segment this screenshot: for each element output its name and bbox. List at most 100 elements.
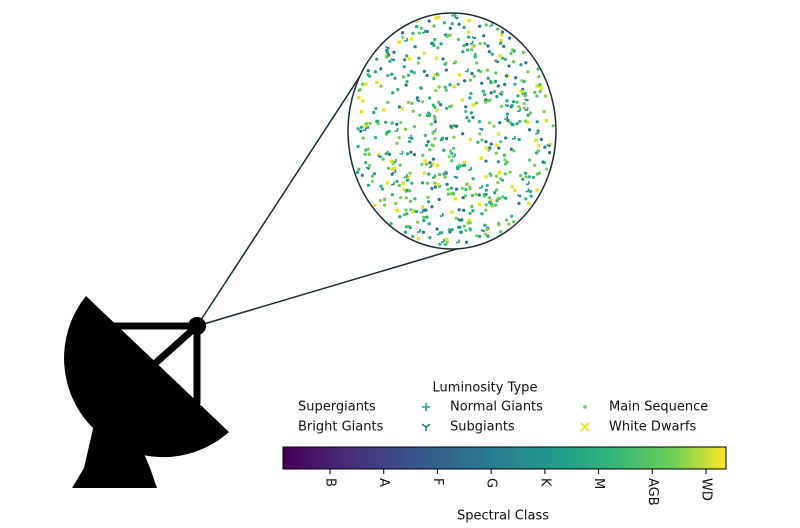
marker xyxy=(372,172,377,176)
marker xyxy=(449,210,455,215)
marker xyxy=(526,70,530,74)
marker xyxy=(510,103,514,108)
marker xyxy=(495,94,499,99)
marker xyxy=(519,63,523,67)
marker xyxy=(418,113,422,117)
marker xyxy=(507,222,511,226)
marker xyxy=(432,128,437,133)
marker xyxy=(458,163,462,167)
marker xyxy=(461,132,465,136)
marker xyxy=(388,59,392,63)
marker xyxy=(470,48,474,52)
marker xyxy=(533,163,537,167)
legend-label: Main Sequence xyxy=(609,400,708,415)
marker xyxy=(392,166,397,171)
marker xyxy=(387,152,392,156)
marker xyxy=(357,167,361,171)
marker xyxy=(397,105,401,109)
marker xyxy=(492,89,497,94)
marker xyxy=(456,37,460,42)
marker xyxy=(448,104,452,109)
marker xyxy=(467,35,471,39)
marker xyxy=(416,61,420,65)
marker xyxy=(382,197,387,202)
marker xyxy=(480,229,485,233)
marker xyxy=(503,158,507,162)
marker xyxy=(422,171,427,176)
marker xyxy=(457,72,462,77)
marker xyxy=(470,44,475,49)
marker xyxy=(484,208,488,212)
marker xyxy=(379,84,383,88)
marker xyxy=(449,186,454,190)
marker xyxy=(471,115,475,120)
marker xyxy=(479,156,484,161)
marker xyxy=(419,26,423,31)
marker xyxy=(356,127,360,131)
marker xyxy=(468,96,472,100)
marker xyxy=(433,37,437,42)
marker xyxy=(511,60,516,64)
marker xyxy=(504,103,509,108)
marker xyxy=(439,213,444,217)
marker xyxy=(452,192,456,196)
marker xyxy=(482,92,487,97)
marker xyxy=(404,83,408,87)
marker xyxy=(453,175,458,179)
marker xyxy=(414,24,419,29)
marker xyxy=(543,94,548,98)
marker xyxy=(542,109,546,114)
marker xyxy=(496,160,501,164)
marker xyxy=(424,162,429,166)
colorbar-tick-label: M xyxy=(591,478,606,489)
marker xyxy=(527,175,532,179)
marker xyxy=(425,215,429,219)
marker xyxy=(408,134,412,139)
marker xyxy=(419,86,423,90)
marker xyxy=(437,85,441,89)
marker xyxy=(494,71,498,75)
marker xyxy=(411,109,415,113)
marker xyxy=(525,188,530,193)
marker xyxy=(363,82,369,87)
marker xyxy=(547,150,552,155)
marker xyxy=(386,73,390,78)
marker xyxy=(483,223,487,227)
marker xyxy=(511,220,516,224)
marker xyxy=(462,160,467,165)
marker xyxy=(508,170,512,174)
marker xyxy=(401,35,405,39)
marker xyxy=(370,179,375,184)
legend: Supergiants Bright Giants Normal Giants Sub… xyxy=(298,400,708,435)
marker xyxy=(499,104,504,108)
marker xyxy=(521,50,526,55)
marker xyxy=(398,196,403,200)
marker xyxy=(503,196,508,200)
marker xyxy=(397,135,401,140)
marker xyxy=(421,153,425,158)
zoom-lens xyxy=(347,12,557,250)
marker xyxy=(375,57,379,61)
marker xyxy=(496,180,500,185)
marker xyxy=(410,181,414,185)
marker xyxy=(428,148,432,152)
marker xyxy=(407,56,412,61)
marker xyxy=(476,140,480,144)
marker xyxy=(428,236,432,240)
marker xyxy=(452,153,456,158)
marker xyxy=(510,214,514,218)
marker xyxy=(404,37,409,42)
marker xyxy=(464,105,468,109)
marker xyxy=(504,218,509,222)
marker xyxy=(450,151,454,156)
marker xyxy=(395,179,399,184)
marker xyxy=(432,114,437,119)
marker xyxy=(508,120,512,124)
marker xyxy=(511,100,516,104)
marker xyxy=(412,124,417,129)
marker xyxy=(433,181,437,185)
marker xyxy=(454,16,459,20)
marker xyxy=(490,52,494,56)
colorbar-tick-label: B xyxy=(323,478,338,487)
marker xyxy=(484,188,488,192)
